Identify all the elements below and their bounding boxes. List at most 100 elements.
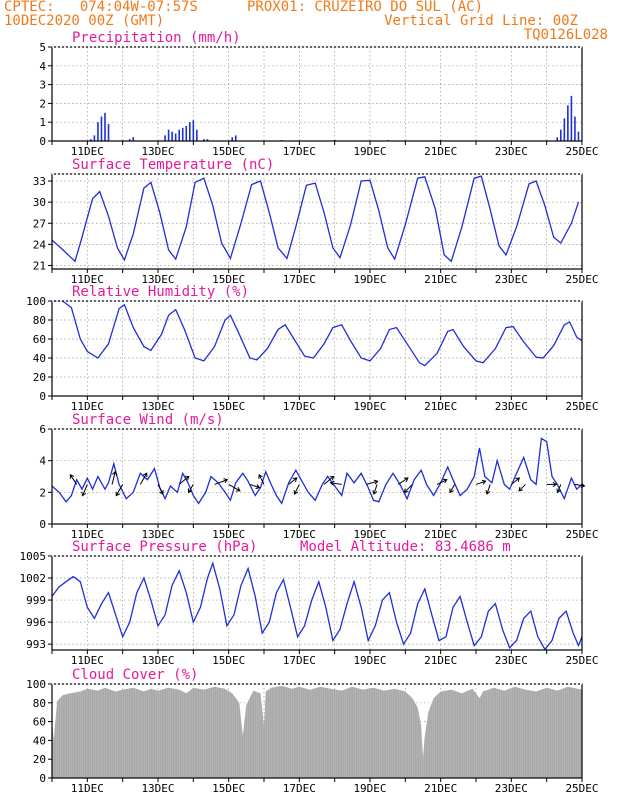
wind-arrowhead-9 (235, 487, 241, 492)
precip-bar-17 (196, 129, 198, 141)
header-code: TQ0126L028 (523, 27, 608, 43)
header-station: PROX01: CRUZEIRO DO SUL (AC) (247, 0, 484, 15)
wind-vector-1 (82, 484, 88, 496)
cloud-xlabel-1: 13DEC (141, 782, 174, 795)
wind-arrowhead-1 (81, 491, 87, 497)
wind-vector-16 (366, 480, 378, 485)
pres-ytick-1: 996 (26, 616, 46, 629)
precip-ytick-1: 1 (39, 116, 46, 129)
wind-xlabel-3: 17DEC (283, 528, 316, 541)
wind-arrowhead-2 (112, 470, 118, 476)
wind-arrowhead-4 (142, 472, 148, 478)
wind-xlabel-4: 19DEC (353, 528, 386, 541)
rh-ytick-1: 20 (33, 371, 46, 384)
wind-arrowhead-0 (69, 474, 75, 479)
rh-xlabel-1: 13DEC (141, 400, 174, 413)
wind-vector-15 (330, 482, 342, 485)
cloud-ytick-1: 20 (33, 753, 46, 766)
wind-vector-19 (404, 484, 413, 493)
rh-xlabel-7: 25DEC (565, 400, 598, 413)
cloud-ytick-0: 0 (39, 772, 46, 785)
precip-bar-13 (181, 127, 184, 141)
pres-ytick-2: 999 (26, 594, 46, 607)
wind-vector-14 (323, 476, 334, 485)
precip-bar-16 (192, 120, 195, 141)
cloud-xlabel-2: 15DEC (212, 782, 245, 795)
wind-arrowhead-14 (329, 475, 335, 481)
wind-arrowhead-13 (293, 489, 299, 495)
temp-ytick-4: 33 (33, 175, 46, 188)
precip-bar-19 (206, 139, 209, 141)
precip-ytick-3: 3 (39, 79, 46, 92)
precip-title: Precipitation (mm/h) (72, 30, 241, 46)
precip-bar-7 (132, 137, 135, 141)
precip-bar-6 (128, 139, 131, 141)
pres-note: Model Altitude: 83.4686 m (300, 539, 511, 555)
header-grid-note: Vertical Grid Line: 00Z (384, 13, 578, 29)
cloud-ytick-5: 100 (26, 678, 46, 691)
precip-bar-14 (185, 125, 188, 141)
precip-frame (51, 46, 583, 142)
precip-bar-30 (570, 95, 573, 141)
wind-vector-22 (475, 480, 486, 485)
wind-vector-6 (178, 476, 190, 485)
wind-arrowhead-15 (329, 480, 335, 486)
wind-line (51, 437, 583, 505)
temp-xlabel-6: 23DEC (495, 273, 528, 286)
precip-bar-31 (574, 116, 576, 141)
temp-ytick-0: 21 (33, 259, 46, 272)
wind-vector-13 (294, 484, 300, 495)
precip-bar-27 (560, 129, 562, 141)
wind-xlabel-2: 15DEC (212, 528, 245, 541)
temp-line (51, 175, 580, 263)
cloud-ytick-2: 40 (33, 734, 46, 747)
rh-ytick-5: 100 (26, 295, 46, 308)
temp-xlabel-0: 11DEC (71, 273, 104, 286)
wind-vector-10 (249, 483, 260, 489)
wind-arrowhead-25 (518, 486, 524, 492)
temp-xlabel-5: 21DEC (424, 273, 457, 286)
wind-vector-18 (397, 477, 409, 485)
wind-vector-3 (115, 484, 124, 496)
wind-xlabel-7: 25DEC (565, 528, 598, 541)
temp-ytick-3: 30 (33, 196, 46, 209)
temp-ytick-1: 24 (33, 238, 47, 251)
wind-vector-8 (214, 479, 228, 485)
wind-arrowhead-20 (442, 478, 448, 484)
header-left-line2: 10DEC2020 00Z (GMT) (4, 13, 165, 29)
cloud-xlabel-6: 23DEC (495, 782, 528, 795)
precip-xlabel-5: 21DEC (424, 145, 457, 158)
wind-arrowhead-3 (115, 491, 121, 497)
precip-bar-11 (174, 133, 177, 141)
cloud-title: Cloud Cover (%) (72, 667, 198, 683)
precip-ytick-5: 5 (39, 41, 46, 54)
precip-bar-26 (556, 137, 559, 141)
rh-frame (51, 300, 583, 397)
wind-xlabel-0: 11DEC (71, 528, 104, 541)
precip-bar-12 (178, 129, 180, 141)
precip-bar-15 (189, 122, 191, 141)
cloud-xlabel-4: 19DEC (353, 782, 386, 795)
temp-xlabel-1: 13DEC (141, 273, 174, 286)
rh-xlabel-3: 17DEC (283, 400, 316, 413)
wind-xlabel-1: 13DEC (141, 528, 174, 541)
wind-vector-25 (518, 484, 526, 492)
precip-bar-29 (567, 105, 569, 141)
rh-ytick-3: 60 (33, 333, 46, 346)
wind-arrowhead-18 (403, 477, 409, 482)
wind-ytick-2: 4 (39, 455, 46, 468)
pres-xlabel-6: 23DEC (495, 654, 528, 667)
wind-vector-5 (157, 484, 164, 495)
wind-xlabel-6: 23DEC (495, 528, 528, 541)
pres-xlabel-5: 21DEC (424, 654, 457, 667)
wind-arrowhead-23 (485, 490, 491, 495)
temp-ytick-2: 27 (33, 217, 46, 230)
pres-xlabel-1: 13DEC (141, 654, 174, 667)
wind-arrowhead-11 (258, 473, 263, 479)
cloud-xlabel-3: 17DEC (283, 782, 316, 795)
temp-xlabel-2: 15DEC (212, 273, 245, 286)
precip-bar-2 (97, 122, 99, 141)
wind-vector-28 (574, 483, 585, 487)
cloud-xlabel-0: 11DEC (71, 782, 104, 795)
cloud-xlabel-7: 25DEC (565, 782, 598, 795)
